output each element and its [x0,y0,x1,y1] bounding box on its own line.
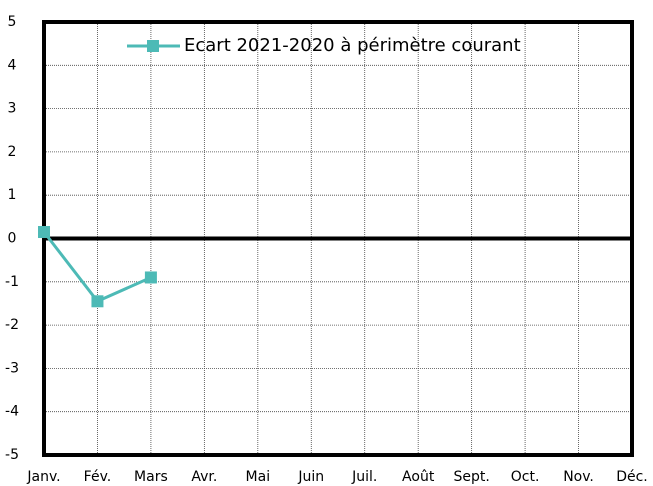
x-tick-label: Juil. [351,469,377,485]
y-tick-label: -1 [5,274,19,290]
y-tick-label: 4 [8,57,17,73]
x-tick-label: Fév. [84,469,112,485]
x-tick-label: Janv. [26,469,60,485]
x-tick-label: Mai [246,469,271,485]
y-tick-label: -3 [5,360,19,376]
x-tick-label: Nov. [563,469,594,485]
plot-border [42,20,634,457]
x-tick-label: Avr. [191,469,217,485]
x-tick-label: Juin [297,469,324,485]
y-tick-label: -5 [5,447,19,463]
x-tick-label: Sept. [453,469,489,485]
y-tick-label: 2 [8,144,17,160]
legend-text: Ecart 2021-2020 à périmètre courant [184,35,521,56]
y-tick-label: 5 [8,14,17,30]
y-tick-label: 0 [8,231,17,247]
point-marker [91,295,104,308]
x-tick-label: Août [402,469,435,485]
y-tick-label: -2 [5,317,19,333]
x-tick-label: Mars [134,469,168,485]
x-tick-label: Déc. [616,469,648,485]
legend-marker [147,40,159,52]
x-tick-label: Oct. [511,469,540,485]
y-tick-label: 3 [8,101,17,117]
y-tick-label: -4 [5,404,19,420]
y-tick-label: 1 [8,187,17,203]
point-marker [144,271,157,284]
point-marker [38,226,50,239]
